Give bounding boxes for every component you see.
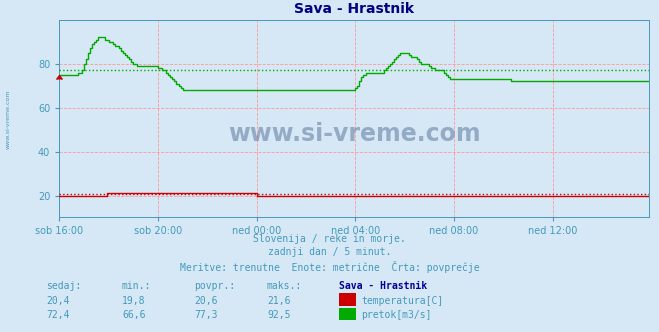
Text: 20,4: 20,4 — [46, 296, 70, 306]
Text: www.si-vreme.com: www.si-vreme.com — [228, 123, 480, 146]
Text: 20,6: 20,6 — [194, 296, 218, 306]
Text: maks.:: maks.: — [267, 281, 302, 290]
Text: www.si-vreme.com: www.si-vreme.com — [5, 90, 11, 149]
Text: 77,3: 77,3 — [194, 310, 218, 320]
Title: Sava - Hrastnik: Sava - Hrastnik — [294, 2, 415, 16]
Text: temperatura[C]: temperatura[C] — [361, 296, 444, 306]
Text: 66,6: 66,6 — [122, 310, 146, 320]
Text: Meritve: trenutne  Enote: metrične  Črta: povprečje: Meritve: trenutne Enote: metrične Črta: … — [180, 261, 479, 273]
Text: 92,5: 92,5 — [267, 310, 291, 320]
Text: Sava - Hrastnik: Sava - Hrastnik — [339, 281, 428, 290]
Text: zadnji dan / 5 minut.: zadnji dan / 5 minut. — [268, 247, 391, 257]
Text: Slovenija / reke in morje.: Slovenija / reke in morje. — [253, 234, 406, 244]
Text: pretok[m3/s]: pretok[m3/s] — [361, 310, 432, 320]
Text: 72,4: 72,4 — [46, 310, 70, 320]
Text: min.:: min.: — [122, 281, 152, 290]
Text: sedaj:: sedaj: — [46, 281, 81, 290]
Text: povpr.:: povpr.: — [194, 281, 235, 290]
Text: 21,6: 21,6 — [267, 296, 291, 306]
Text: 19,8: 19,8 — [122, 296, 146, 306]
